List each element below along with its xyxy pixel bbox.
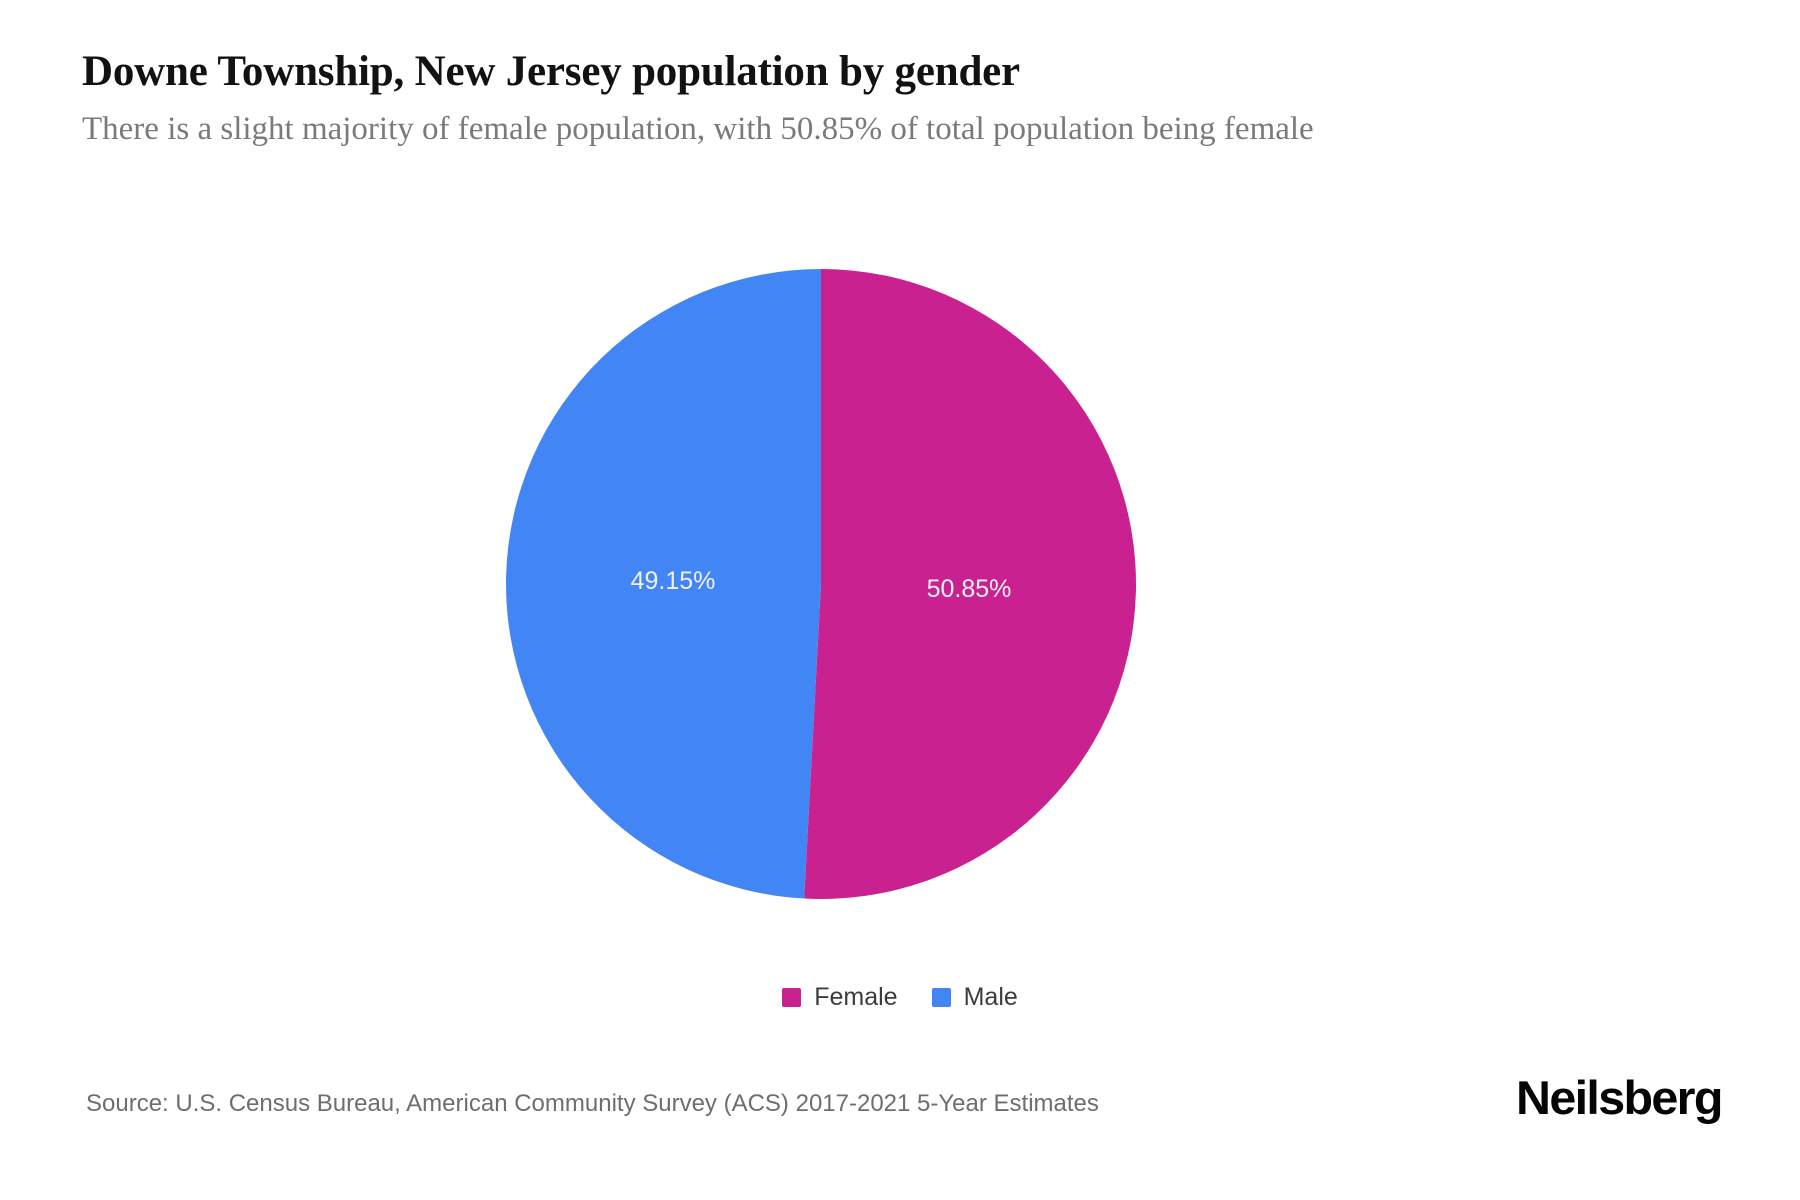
legend-label-female: Female — [814, 983, 898, 1011]
pie-label-male: 49.15% — [631, 567, 716, 595]
chart-subtitle: There is a slight majority of female pop… — [82, 111, 1314, 148]
chart-footer: Source: U.S. Census Bureau, American Com… — [0, 1040, 1800, 1200]
brand-logo: Neilsberg — [1516, 1071, 1723, 1124]
pie-label-female: 50.85% — [927, 575, 1012, 603]
legend-item-female[interactable]: Female — [782, 983, 898, 1011]
pie-slice-female[interactable] — [804, 269, 1137, 899]
plot-area: 49.15% 50.85% — [0, 170, 1800, 930]
chart-legend: Female Male — [0, 985, 1800, 1010]
legend-swatch-male-icon — [931, 988, 951, 1007]
legend-item-male[interactable]: Male — [931, 983, 1018, 1011]
pie-slice-male[interactable] — [506, 269, 821, 899]
source-note: Source: U.S. Census Bureau, American Com… — [86, 1090, 1099, 1117]
pie-chart: 49.15% 50.85% — [506, 269, 1137, 899]
legend-swatch-female-icon — [782, 988, 802, 1007]
page-title: Downe Township, New Jersey population by… — [82, 48, 1020, 95]
legend-label-male: Male — [963, 983, 1018, 1011]
chart-header: Downe Township, New Jersey population by… — [82, 48, 1720, 149]
